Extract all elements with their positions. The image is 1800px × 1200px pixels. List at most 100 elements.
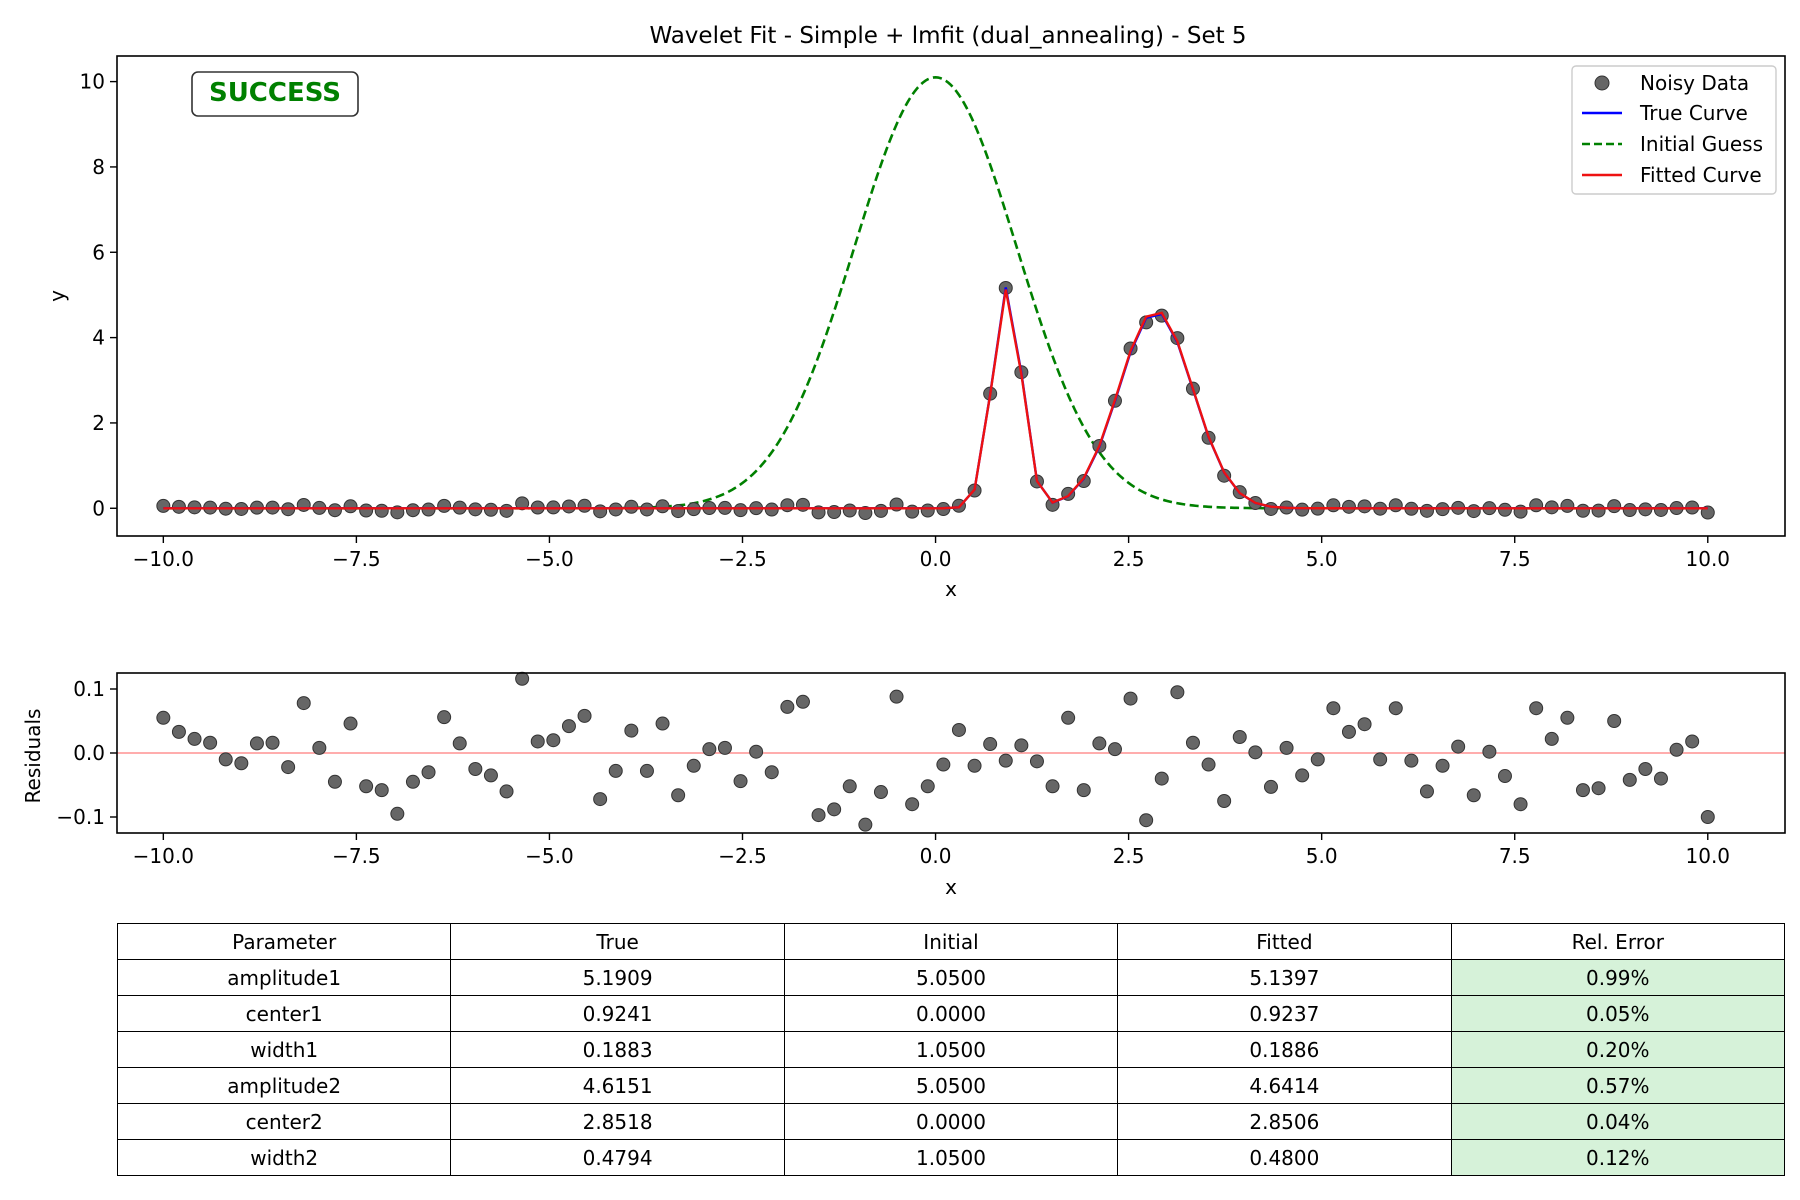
- residual-point: [998, 753, 1013, 768]
- residual-point: [967, 758, 982, 773]
- noisy-data-point: [624, 499, 639, 514]
- noisy-data-point: [1326, 498, 1341, 513]
- residual-point: [281, 760, 296, 775]
- residual-point: [905, 797, 920, 812]
- noisy-data-point: [515, 496, 530, 511]
- table-cell: 2.8518: [450, 1103, 785, 1140]
- residual-point: [561, 719, 576, 734]
- main-y-tick-label: 2: [92, 411, 105, 435]
- noisy-data-point: [296, 497, 311, 512]
- noisy-data-point: [1529, 498, 1544, 513]
- table-header-row: Parameter True Initial Fitted Rel. Error: [116, 923, 1786, 960]
- residual-point: [608, 763, 623, 778]
- residual-point: [327, 774, 342, 789]
- noisy-data-point: [873, 503, 888, 518]
- residual-point: [1139, 813, 1154, 828]
- main-y-tick-label: 8: [92, 155, 105, 179]
- residual-x-tick-label: −7.5: [332, 844, 381, 868]
- residual-point: [1685, 734, 1700, 749]
- noisy-data-point: [156, 498, 171, 513]
- table-cell: amplitude2: [116, 1067, 452, 1104]
- table-header-cell: Rel. Error: [1450, 923, 1786, 960]
- residual-point: [1185, 735, 1200, 750]
- residual-point: [624, 723, 639, 738]
- residual-point: [1560, 710, 1575, 725]
- residual-point: [702, 742, 717, 757]
- residual-point: [593, 792, 608, 807]
- residual-point: [1154, 771, 1169, 786]
- parameter-table: Parameter True Initial Fitted Rel. Error…: [116, 923, 1786, 1176]
- residual-point: [577, 708, 592, 723]
- residual-x-tick-label: 5.0: [1306, 844, 1338, 868]
- main-x-tick-label: −5.0: [525, 547, 574, 571]
- residual-point: [359, 779, 374, 794]
- residual-point: [1497, 769, 1512, 784]
- noisy-data-point: [764, 502, 779, 517]
- residual-plot-frame: [116, 672, 1786, 834]
- noisy-data-point: [920, 503, 935, 518]
- residual-point: [1544, 731, 1559, 746]
- residual-point: [1061, 710, 1076, 725]
- noisy-data-point: [1575, 503, 1590, 518]
- noisy-data-point: [1497, 502, 1512, 517]
- residual-point: [343, 716, 358, 731]
- residual-x-tick-label: 0.0: [920, 844, 952, 868]
- residual-point: [1232, 730, 1247, 744]
- residual-point: [1014, 738, 1029, 753]
- noisy-data-point: [858, 506, 873, 521]
- residual-point: [717, 740, 732, 755]
- table-cell: 0.1886: [1117, 1031, 1452, 1068]
- noisy-data-point: [1076, 474, 1091, 489]
- legend: Noisy Data True Curve Initial Guess Fitt…: [1571, 65, 1777, 195]
- main-ticks: −10.0 −7.5 −5.0 −2.5 0.0 2.5 5.0 7.5 10.0 0 2 4 6 8 10: [80, 70, 1730, 571]
- residual-point: [1217, 794, 1232, 808]
- residual-x-tick-label: −5.0: [525, 844, 574, 868]
- residual-point: [1263, 779, 1278, 794]
- main-x-tick-label: 5.0: [1306, 547, 1338, 571]
- residual-point: [390, 806, 405, 821]
- residual-x-tick-label: −2.5: [718, 844, 767, 868]
- table-row: center1 0.9241 0.0000 0.9237 0.05%: [116, 995, 1786, 1032]
- initial-guess-curve: [163, 76, 1708, 510]
- residual-point: [920, 779, 935, 794]
- residual-point: [983, 737, 998, 752]
- rel-error-cell: 0.05%: [1450, 995, 1786, 1032]
- table-header-cell: Fitted: [1117, 923, 1452, 960]
- residual-point: [764, 765, 779, 780]
- residual-point: [1201, 757, 1216, 772]
- table-cell: 5.0500: [783, 959, 1119, 996]
- noisy-data-point: [437, 498, 452, 513]
- residual-point: [1435, 758, 1450, 773]
- residual-point: [951, 722, 966, 737]
- table-cell: 5.0500: [783, 1067, 1119, 1104]
- residual-point: [1279, 740, 1294, 755]
- table-cell: 0.1883: [450, 1031, 785, 1068]
- residual-point: [421, 765, 436, 780]
- noisy-data-point: [1341, 499, 1356, 514]
- residual-point: [1669, 742, 1684, 757]
- residual-point: [1326, 701, 1341, 716]
- residual-point: [1653, 771, 1668, 786]
- noisy-data-point: [1560, 498, 1575, 513]
- residual-point: [1123, 691, 1138, 706]
- residual-y-tick-label: 0.1: [73, 677, 105, 701]
- residual-point: [483, 768, 498, 783]
- noisy-data-point: [405, 503, 420, 518]
- noisy-data-point: [171, 499, 186, 514]
- table-row: amplitude1 5.1909 5.0500 5.1397 0.99%: [116, 959, 1786, 996]
- table-cell: amplitude1: [116, 959, 452, 996]
- residual-x-label: x: [945, 875, 957, 899]
- noisy-data-point: [1466, 504, 1481, 519]
- noisy-data-point: [655, 499, 670, 514]
- table-cell: 0.4794: [450, 1139, 785, 1176]
- residual-point: [296, 696, 311, 711]
- residual-x-tick-label: −10.0: [133, 844, 194, 868]
- residual-point: [639, 763, 654, 778]
- residual-point: [1295, 768, 1310, 783]
- noisy-data-point: [483, 502, 498, 517]
- table-header-cell: Parameter: [116, 923, 452, 960]
- main-x-tick-label: −10.0: [133, 547, 194, 571]
- rel-error-cell: 0.04%: [1450, 1103, 1786, 1140]
- residual-point: [686, 758, 701, 773]
- residual-point: [1076, 783, 1091, 798]
